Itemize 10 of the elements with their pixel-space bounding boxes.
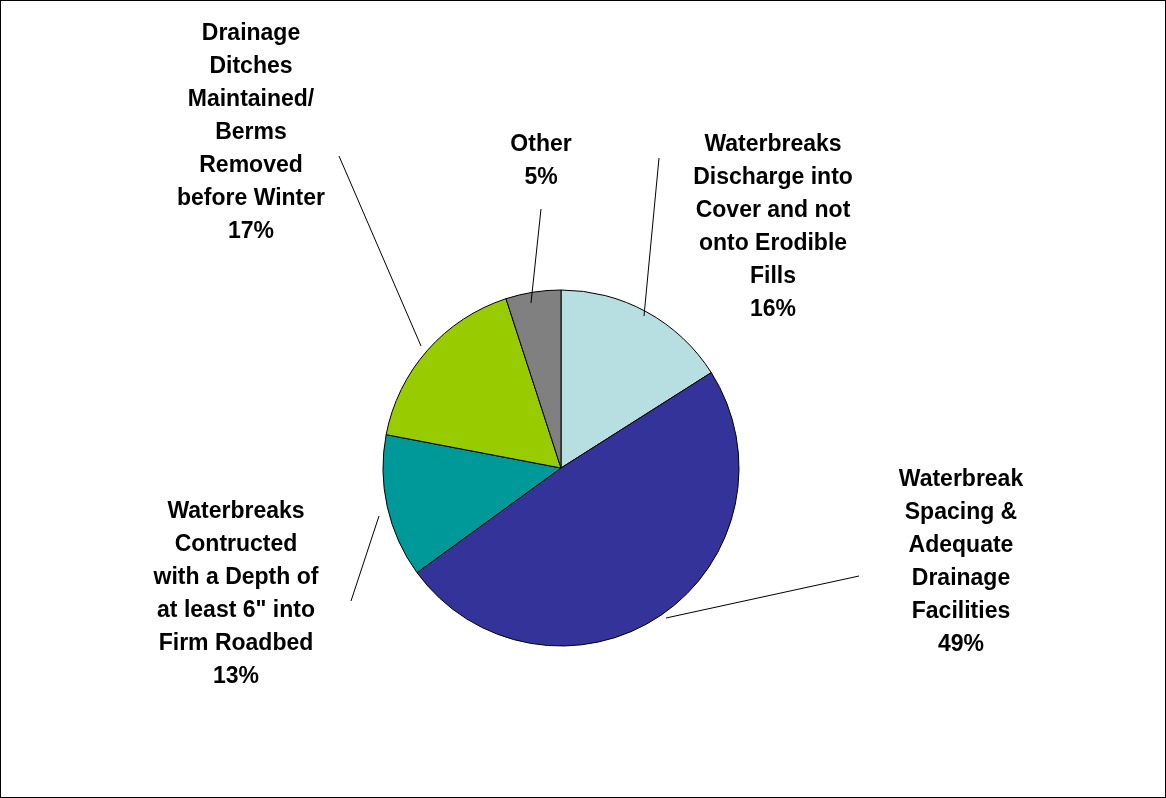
slice-label: Waterbreak Spacing & Adequate Drainage Facilities: [898, 465, 1024, 623]
data-label: 17%: [227, 217, 275, 243]
data-label: 49%: [937, 630, 985, 656]
slice-label: Other: [510, 130, 572, 156]
slice-label: Waterbreaks Contructed with a Depth of at least 6" into Firm Roadbed: [152, 497, 319, 655]
slice-label: Drainage Ditches Maintained/ Berms Removed before Winter: [176, 19, 326, 210]
data-label: 13%: [212, 662, 260, 688]
slice-label: Waterbreaks Discharge into Cover and not onto Erodible Fills: [693, 130, 853, 288]
data-label: 5%: [524, 163, 558, 189]
data-label: 16%: [749, 295, 797, 321]
